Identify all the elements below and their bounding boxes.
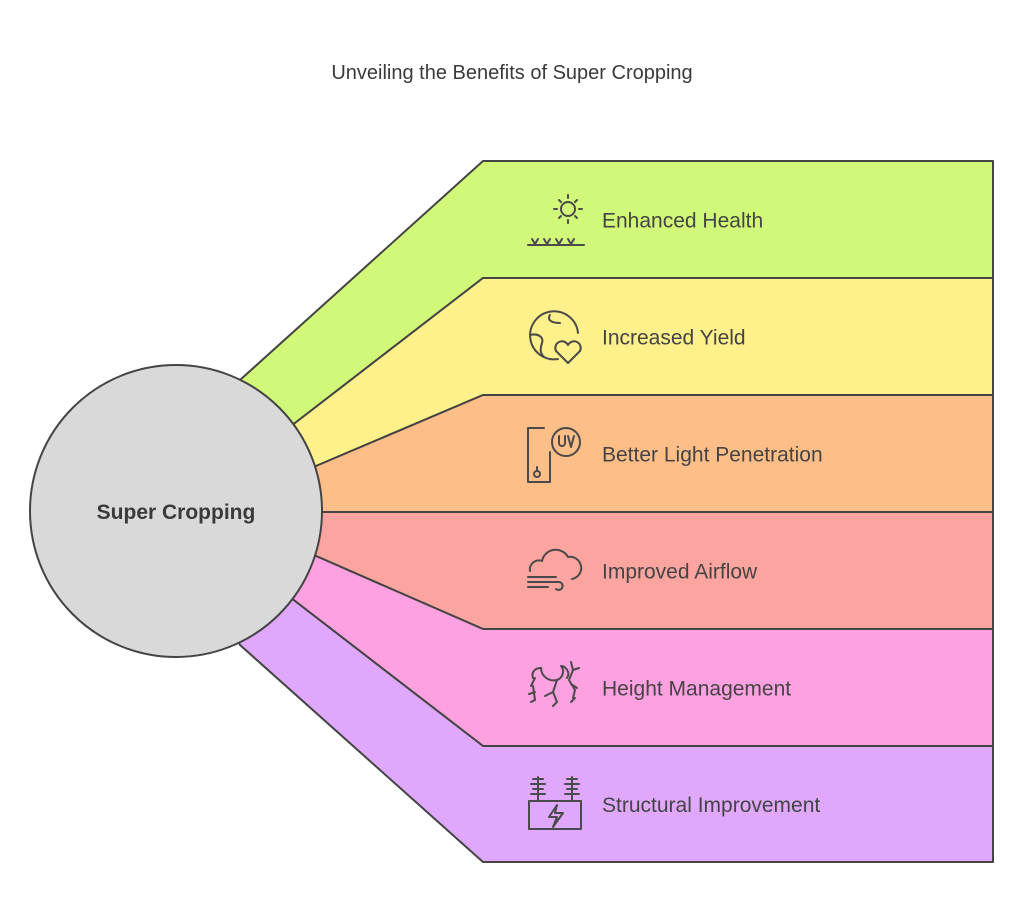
item-label: Enhanced Health bbox=[602, 210, 763, 233]
globe-heart-icon bbox=[529, 310, 582, 364]
roots-plant-icon bbox=[528, 661, 580, 707]
item-label: Structural Improvement bbox=[602, 794, 820, 817]
item-label: Height Management bbox=[602, 678, 791, 701]
center-label: Super Cropping bbox=[97, 501, 256, 524]
item-label: Better Light Penetration bbox=[602, 444, 823, 467]
item-label: Improved Airflow bbox=[602, 561, 758, 584]
item-label: Increased Yield bbox=[602, 327, 746, 350]
power-structure-icon bbox=[528, 776, 582, 830]
diagram-title: Unveiling the Benefits of Super Cropping bbox=[331, 62, 693, 84]
sun-grass-icon bbox=[527, 194, 585, 246]
cloud-wind-icon bbox=[527, 548, 583, 591]
center-circle bbox=[29, 364, 323, 658]
uv-device-icon bbox=[527, 427, 581, 483]
